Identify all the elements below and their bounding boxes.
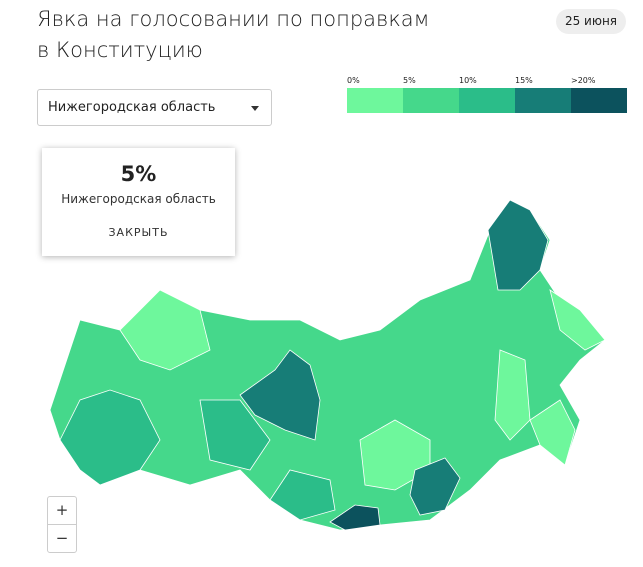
map-region [487, 199, 549, 291]
legend-label: 0% [347, 76, 360, 85]
tooltip-value: 5% [120, 162, 157, 186]
select-label: Нижегородская область [48, 100, 216, 115]
legend-item: >20% [571, 76, 627, 113]
select-arrow [251, 106, 259, 111]
legend-label: 10% [459, 76, 477, 85]
legend-swatch [403, 88, 459, 113]
map-region [119, 289, 211, 371]
map-region [59, 389, 161, 486]
map-region [239, 349, 321, 441]
region-select[interactable]: Нижегородская область [37, 89, 272, 126]
tooltip-region: Нижегородская область [61, 192, 216, 206]
legend: 0% 5% 10% 15% >20% [347, 76, 627, 113]
map-region [269, 469, 336, 521]
map-region [199, 399, 271, 471]
tooltip-card: 5% Нижегородская область ЗАКРЫТЬ [42, 148, 235, 256]
legend-item: 5% [403, 76, 459, 113]
map-region [49, 199, 606, 531]
legend-item: 15% [515, 76, 571, 113]
map-region [329, 504, 381, 531]
zoom-control: + − [47, 496, 77, 553]
legend-swatch [571, 88, 627, 113]
legend-swatch [515, 88, 571, 113]
title-line: Явка на голосовании по поправкам [37, 7, 430, 31]
close-button[interactable]: ЗАКРЫТЬ [108, 226, 169, 239]
map-region [409, 457, 461, 516]
map-region [549, 289, 606, 351]
title-line: в Конституцию [37, 38, 203, 62]
legend-swatch [347, 88, 403, 113]
zoom-out[interactable]: − [48, 524, 76, 552]
legend-label: 15% [515, 76, 533, 85]
title: Явка на голосовании по поправкам в Конст… [37, 4, 430, 66]
legend-item: 0% [347, 76, 403, 113]
map-region [529, 399, 576, 466]
zoom-in[interactable]: + [55, 501, 69, 519]
legend-label: 5% [403, 76, 416, 85]
legend-item: 10% [459, 76, 515, 113]
legend-label: >20% [571, 76, 596, 85]
map-region [494, 349, 531, 441]
date-badge: 25 июня [556, 9, 626, 34]
legend-swatch [459, 88, 515, 113]
